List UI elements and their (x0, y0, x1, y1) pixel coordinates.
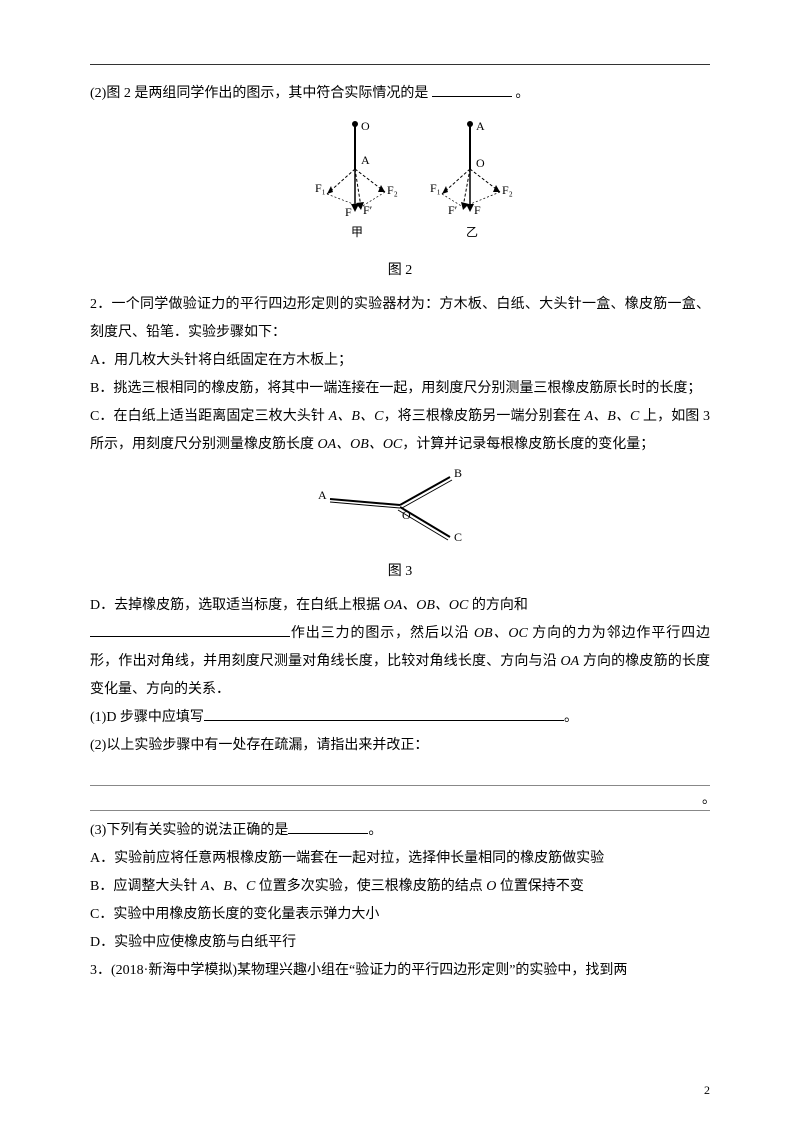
option-C: C．实验中用橡皮筋长度的变化量表示弹力大小 (90, 901, 710, 929)
fig3-label: 图 3 (90, 558, 710, 586)
fig2-right-cap: 乙 (466, 225, 478, 239)
top-rule (90, 64, 710, 65)
q2-c-abc2: A、B、C (585, 409, 640, 424)
q2-d-tail1: 作出三力的图示，然后以沿 (290, 626, 474, 641)
q2-step-b: B．挑选三根相同的橡皮筋，将其中一端连接在一起，用刻度尺分别测量三根橡皮筋原长时… (90, 375, 710, 403)
q2-sub1-text: (1)D 步骤中应填写 (90, 710, 204, 725)
q2-c-oaoboc: OA、OB、OC (318, 437, 403, 452)
optB-1: B．应调整大头针 (90, 879, 201, 894)
fig2-left-F: F (345, 205, 352, 219)
blank-sub1 (204, 706, 564, 721)
blank-line-1 (90, 766, 710, 786)
fig2-label: 图 2 (90, 257, 710, 285)
blank-q1-2 (432, 82, 512, 97)
optB-abc: A、B、C (201, 879, 255, 894)
q2-d-2: 的方向和 (468, 598, 528, 613)
fig2-left-F2: F₂ (387, 183, 398, 197)
fig2-left-O: O (361, 119, 370, 133)
q2-step-a: A．用几枚大头针将白纸固定在方木板上； (90, 347, 710, 375)
figure-3-svg: A B C O (310, 465, 490, 545)
q2-step-d-line1: D．去掉橡皮筋，选取适当标度，在白纸上根据 OA、OB、OC 的方向和 (90, 592, 710, 620)
q1-2: (2)图 2 是两组同学作出的图示，其中符合实际情况的是 。 (90, 80, 710, 108)
fig3-C: C (454, 530, 462, 544)
page-content: (2)图 2 是两组同学作出的图示，其中符合实际情况的是 。 O A F₁ F₂ (90, 80, 710, 985)
q2-sub1: (1)D 步骤中应填写 。 (90, 704, 710, 732)
fig2-right-A: A (476, 119, 485, 133)
q2-d-oa: OA (561, 654, 580, 669)
fig3-B: B (454, 466, 462, 480)
q2-d-oaoboc: OA、OB、OC (384, 598, 469, 613)
fig2-right-F1: F₁ (430, 181, 441, 195)
option-B: B．应调整大头针 A、B、C 位置多次实验，使三根橡皮筋的结点 O 位置保持不变 (90, 873, 710, 901)
fig2-left-A: A (361, 153, 370, 167)
fig2-right-F: F (474, 203, 481, 217)
q2-step-d-line2: 作出三力的图示，然后以沿 OB、OC 方向的力为邻边作平行四边形，作出对角线，并… (90, 620, 710, 704)
q2-sub1-tail: 。 (564, 710, 578, 725)
q2-c-1: C．在白纸上适当距离固定三枚大头针 (90, 409, 329, 424)
q2-d-oboc: OB、OC (474, 626, 528, 641)
q2-intro: 2．一个同学做验证力的平行四边形定则的实验器材为：方木板、白纸、大头针一盒、橡皮… (90, 291, 710, 347)
blank-sub3 (288, 819, 368, 834)
figure-2: O A F₁ F₂ F F′ 甲 (90, 114, 710, 255)
page-number: 2 (704, 1078, 710, 1102)
fig3-A: A (318, 488, 327, 502)
figure-2-svg: O A F₁ F₂ F F′ 甲 (270, 114, 530, 244)
q1-2-tail: 。 (515, 86, 529, 101)
q2-c-abc1: A、B、C (329, 409, 384, 424)
optB-3: 位置保持不变 (496, 879, 584, 894)
fig2-left-F1: F₁ (315, 181, 326, 195)
q2-d-1: D．去掉橡皮筋，选取适当标度，在白纸上根据 (90, 598, 384, 613)
q1-2-text: (2)图 2 是两组同学作出的图示，其中符合实际情况的是 (90, 86, 428, 101)
option-A: A．实验前应将任意两根橡皮筋一端套在一起对拉，选择伸长量相同的橡皮筋做实验 (90, 845, 710, 873)
fig3-O: O (402, 508, 411, 522)
q2-sub2: (2)以上实验步骤中有一处存在疏漏，请指出来并改正： (90, 732, 710, 760)
q2-sub3: (3)下列有关实验的说法正确的是 。 (90, 817, 710, 845)
blank-line-2: 。 (90, 792, 710, 812)
option-D: D．实验中应使橡皮筋与白纸平行 (90, 929, 710, 957)
fig2-left-cap: 甲 (351, 225, 363, 239)
q2-c-4: ，计算并记录每根橡皮筋长度的变化量； (402, 437, 654, 452)
fig2-right-F2: F₂ (502, 183, 513, 197)
optB-2: 位置多次实验，使三根橡皮筋的结点 (255, 879, 486, 894)
q2-sub3-tail: 。 (368, 823, 382, 838)
q2-sub2-tail: 。 (702, 786, 716, 814)
fig2-right-O: O (476, 156, 485, 170)
q2-sub3-text: (3)下列有关实验的说法正确的是 (90, 823, 288, 838)
blank-d (90, 622, 290, 637)
figure-3: A B C O (90, 465, 710, 556)
fig2-right-Fp: F′ (448, 203, 458, 217)
optB-O: O (486, 879, 496, 894)
q2-step-c: C．在白纸上适当距离固定三枚大头针 A、B、C，将三根橡皮筋另一端分别套在 A、… (90, 403, 710, 459)
q3: 3．(2018·新海中学模拟)某物理兴趣小组在“验证力的平行四边形定则”的实验中… (90, 957, 710, 985)
q2-c-2: ，将三根橡皮筋另一端分别套在 (383, 409, 584, 424)
